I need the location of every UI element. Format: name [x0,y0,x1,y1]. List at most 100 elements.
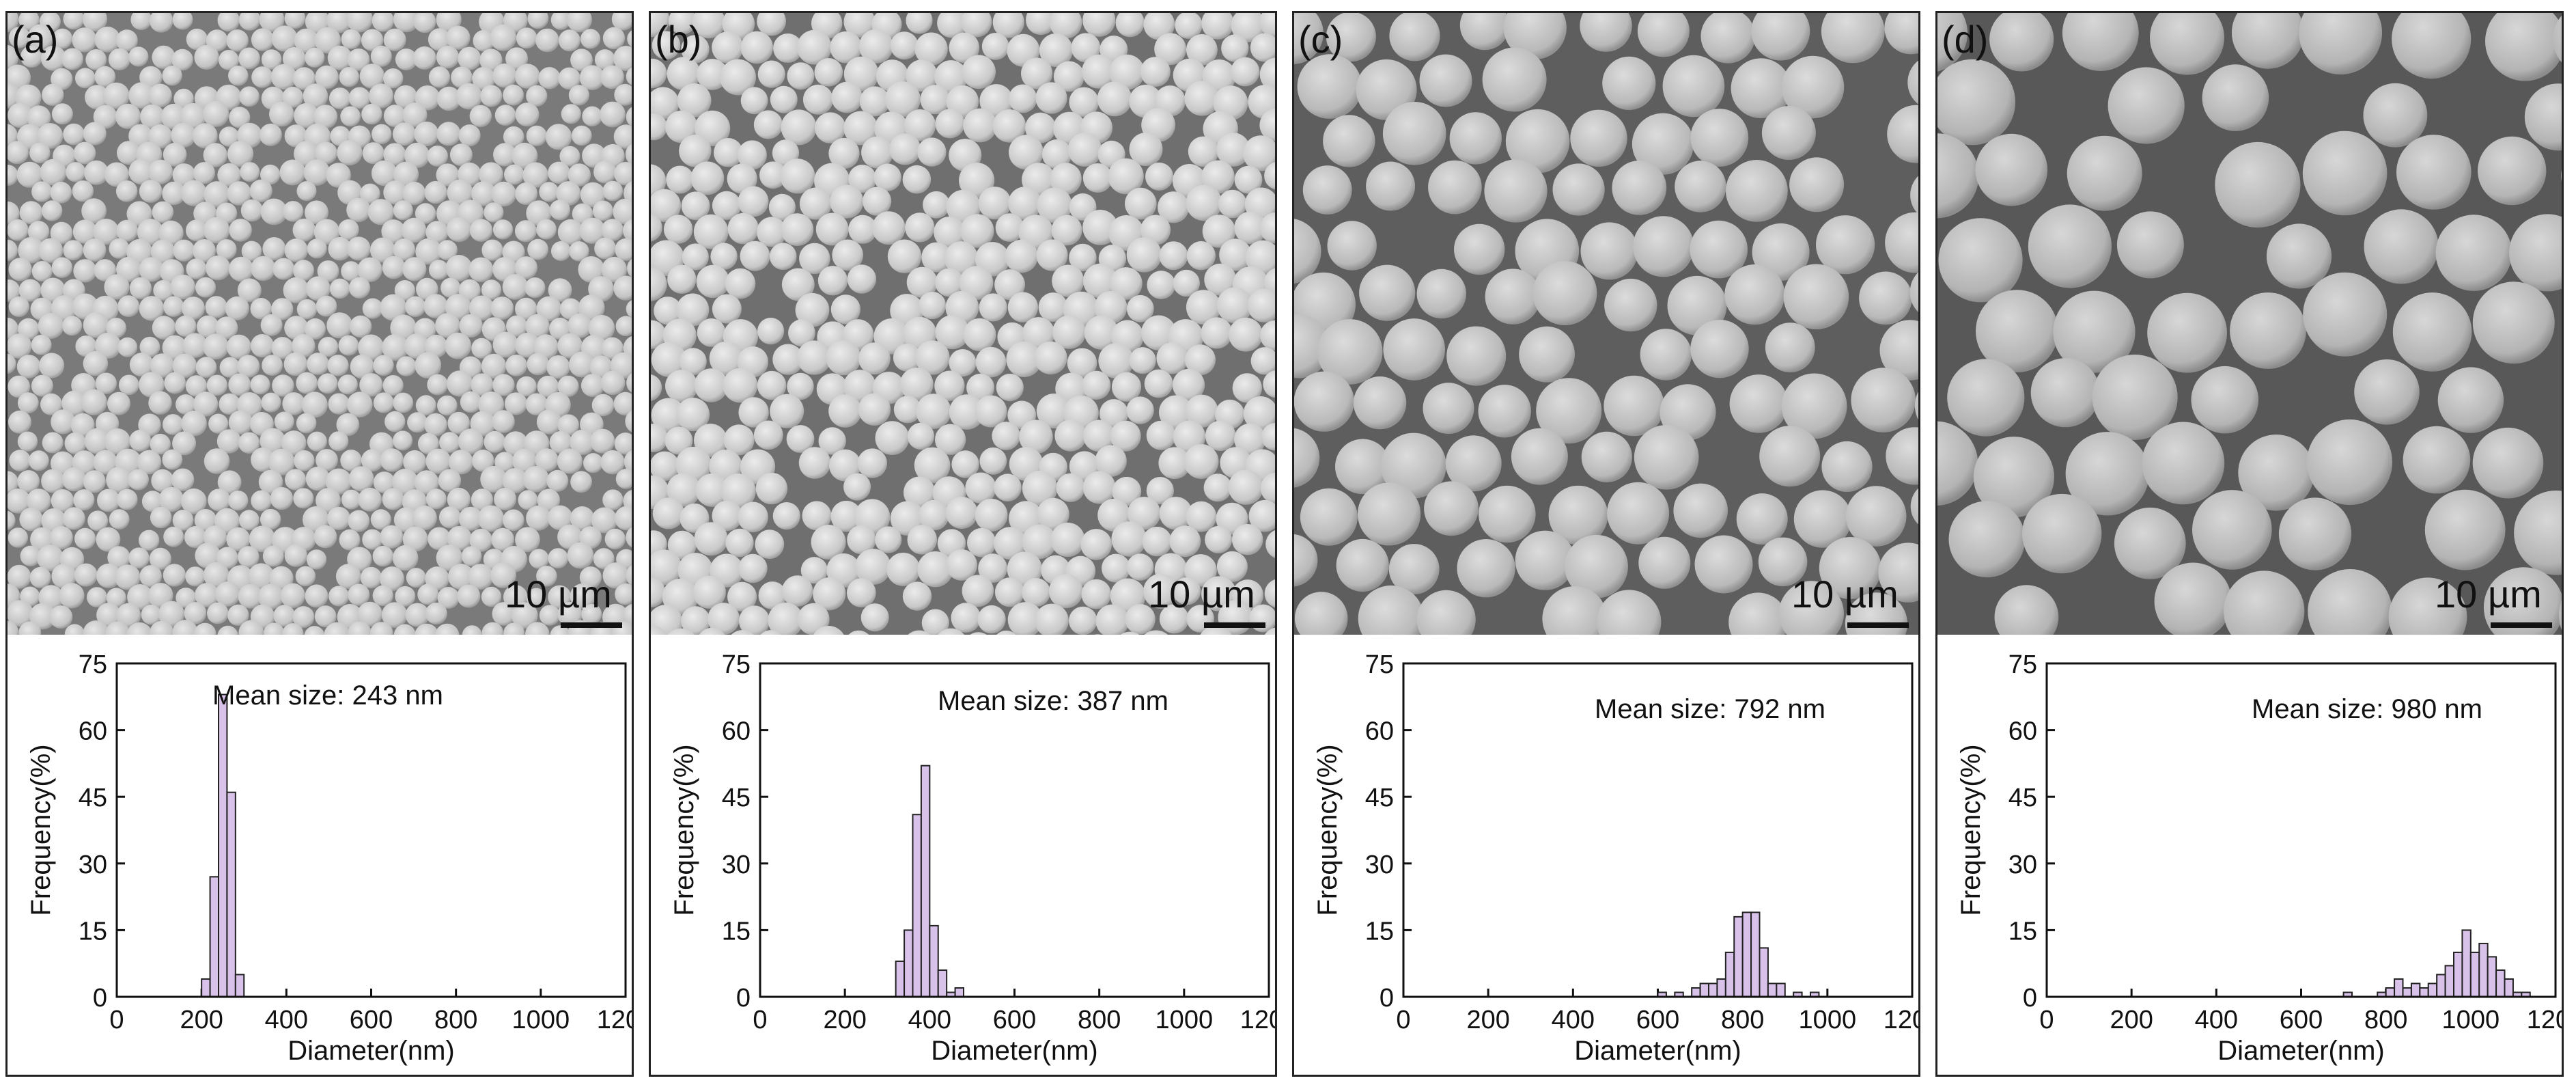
particle-spheres [8,13,632,635]
particle-sphere [326,312,353,339]
particle-sphere [667,264,697,294]
particle-sphere [570,429,596,456]
particle-sphere [799,243,830,275]
particle-sphere [1098,343,1134,379]
y-tick-label: 60 [722,717,751,746]
particle-sphere [481,353,507,379]
particle-sphere [85,85,110,110]
particle-sphere [915,340,950,375]
particle-sphere [227,181,252,206]
particle-sphere [590,428,615,454]
particle-sphere [906,13,933,34]
particle-sphere [549,430,572,454]
x-tick-label: 200 [1466,1006,1509,1034]
particle-sphere [481,239,503,261]
histogram-bar [2436,974,2446,998]
particle-sphere [93,219,120,245]
particle-sphere [393,430,413,451]
histogram-bar [1691,987,1701,998]
particle-sphere [2028,204,2112,288]
particle-sphere [273,605,296,627]
particle-sphere [1580,13,1632,52]
particle-sphere [1201,317,1233,349]
particle-sphere [1144,369,1173,398]
particle-sphere [579,566,602,589]
particle-sphere [1221,34,1249,62]
particle-sphere [1050,522,1085,558]
particle-sphere [1264,162,1275,190]
particle-sphere [626,107,632,127]
particle-sphere [651,58,667,89]
particle-sphere [1216,287,1253,324]
particle-sphere [525,393,548,416]
particle-sphere [9,450,31,471]
particle-sphere [404,333,430,359]
particle-sphere [994,577,1024,607]
particle-sphere [537,375,559,398]
particle-sphere [906,59,938,92]
particle-sphere [415,352,442,379]
particle-sphere [600,450,625,475]
particle-sphere [369,237,395,263]
scale-bar [1204,622,1265,628]
particle-sphere [1069,243,1097,272]
particle-sphere [626,564,632,586]
particle-sphere [602,489,624,510]
particle-sphere [1006,341,1042,377]
particle-sphere [424,413,447,437]
particle-sphere [139,257,164,282]
particle-sphere [491,181,516,207]
x-tick-label: 200 [180,1006,223,1034]
particle-sphere [248,563,275,590]
x-tick-label: 1200 [1884,1006,1918,1034]
particle-sphere [1022,578,1051,607]
particle-sphere [338,335,359,356]
particle-sphere [180,102,207,130]
particle-sphere [1736,493,1788,545]
particle-sphere [176,394,196,415]
particle-sphere [73,489,95,511]
particle-sphere [347,49,370,71]
particle-sphere [305,318,326,340]
particle-sphere [539,182,559,202]
particle-sphere [362,529,383,550]
x-tick-label: 0 [2039,1006,2054,1034]
particle-sphere [1234,165,1263,194]
particle-sphere [216,429,242,454]
x-tick-label: 1200 [1240,1006,1275,1034]
particle-sphere [153,279,174,301]
particle-sphere [128,547,150,568]
particle-sphere [381,219,406,244]
particle-sphere [975,498,1008,532]
particle-sphere [148,124,173,149]
particle-sphere [1021,57,1053,90]
particle-sphere [348,466,374,492]
particle-sphere [515,297,537,320]
particle-sphere [681,35,710,64]
y-tick-label: 30 [2008,851,2037,879]
particle-sphere [871,211,906,245]
particle-sphere [458,506,483,531]
particle-sphere [19,201,43,225]
particle-sphere [757,370,787,400]
particle-sphere [203,333,229,360]
particle-sphere [787,372,814,400]
particle-sphere [260,198,288,225]
histogram-bar [1741,911,1752,997]
particle-sphere [238,620,264,635]
particle-sphere [51,103,73,125]
x-tick-label: 400 [2195,1006,2238,1034]
particle-sphere [128,82,156,109]
particle-sphere [1789,157,1845,212]
particle-sphere [739,605,770,635]
particle-sphere [393,200,413,221]
particle-sphere [405,603,430,627]
particle-sphere [417,432,439,454]
particle-sphere [2306,419,2393,506]
histogram-bar [2495,969,2506,997]
particle-sphere [920,85,950,115]
particle-sphere [960,214,994,248]
particle-sphere [1570,109,1627,167]
particle-sphere [651,13,670,38]
particle-sphere [1300,488,1358,546]
